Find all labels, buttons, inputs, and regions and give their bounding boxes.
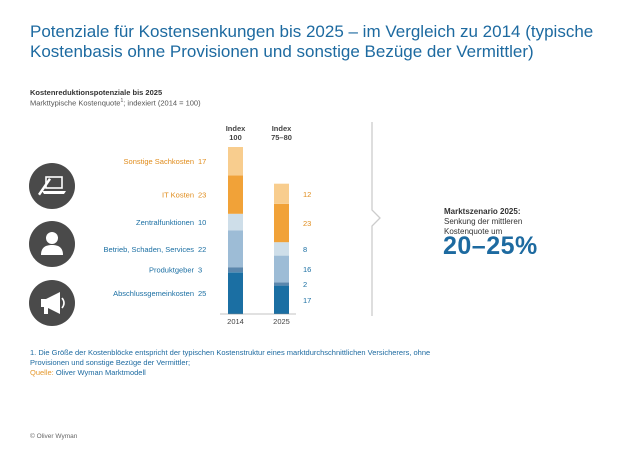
x-tick-label: 2014 <box>227 317 244 326</box>
column-header: Index <box>272 124 292 133</box>
bar-segment <box>228 272 243 315</box>
column-header: Index <box>226 124 246 133</box>
bar-segment <box>228 213 243 231</box>
value-label: 17 <box>303 296 311 305</box>
value-label: 23 <box>198 191 206 200</box>
chart-subtitle: Kostenreduktionspotenziale bis 2025 <box>30 88 163 97</box>
segment-label: IT Kosten <box>162 191 194 200</box>
laptop-pen-icon <box>29 163 75 209</box>
market-scenario-text: Senkung der mittleren Kostenquote um <box>444 217 523 236</box>
bar-segment <box>228 230 243 268</box>
bar-segment <box>274 282 289 286</box>
source-label: Quelle: <box>30 368 54 377</box>
chart-subtitle-2: Markttypische Kostenquote1; indexiert (2… <box>30 98 201 108</box>
value-label: 16 <box>303 265 311 274</box>
value-label: 12 <box>303 190 311 199</box>
value-label: 2 <box>303 280 307 289</box>
value-label: 3 <box>198 266 202 275</box>
value-label: 25 <box>198 289 206 298</box>
segment-label: Sonstige Sachkosten <box>124 157 194 166</box>
bar-segment <box>228 147 243 176</box>
scenario-bracket <box>371 122 381 316</box>
bar-segment <box>228 267 243 273</box>
bar-segment <box>274 203 289 243</box>
market-scenario-label: Marktszenario 2025: <box>444 207 521 216</box>
source-value: Oliver Wyman Marktmodell <box>55 368 146 377</box>
market-scenario-value: 20–25% <box>443 232 538 260</box>
column-header-value: 75–80 <box>271 133 292 142</box>
person-icon <box>29 221 75 267</box>
page-title: Potenziale für Kostensenkungen bis 2025 … <box>30 22 594 61</box>
segment-label: Zentralfunktionen <box>136 218 194 227</box>
x-tick-label: 2025 <box>273 317 290 326</box>
value-label: 22 <box>198 245 206 254</box>
copyright: © Oliver Wyman <box>30 433 78 440</box>
value-label: 23 <box>303 219 311 228</box>
bar-segment <box>228 175 243 214</box>
segment-label: Abschlussgemeinkosten <box>113 289 194 298</box>
bar-segment <box>274 285 289 314</box>
bar-segment <box>274 242 289 256</box>
value-label: 10 <box>198 218 206 227</box>
bar-segment <box>274 183 289 204</box>
segment-label: Produktgeber <box>149 266 195 275</box>
value-label: 17 <box>198 157 206 166</box>
column-header-value: 100 <box>229 133 242 142</box>
segment-label: Betrieb, Schaden, Services <box>104 245 195 254</box>
footnote: 1. Die Größe der Kostenblöcke entspricht… <box>30 348 431 377</box>
bar-segment <box>274 255 289 283</box>
megaphone-icon <box>29 280 75 326</box>
value-label: 8 <box>303 245 307 254</box>
